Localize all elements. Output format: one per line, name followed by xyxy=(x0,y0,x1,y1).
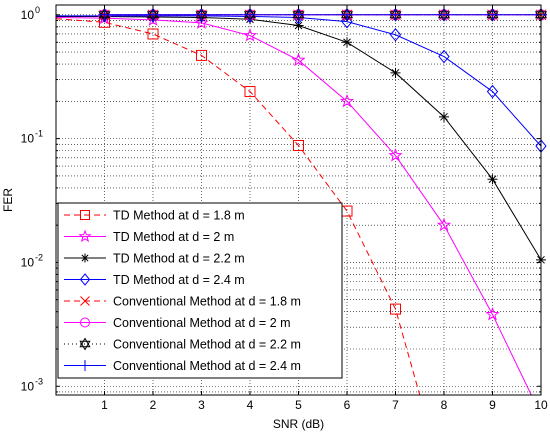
series-line-1 xyxy=(55,18,421,396)
legend-marker-8 xyxy=(79,360,91,371)
legend-label-4: TD Method at d = 2.4 m xyxy=(113,273,245,287)
marker-plus xyxy=(244,8,256,21)
marker-diamond xyxy=(79,273,91,286)
marker-star xyxy=(485,307,500,321)
marker-plus xyxy=(389,8,402,21)
marker-hexagram xyxy=(79,340,91,351)
marker-asterisk xyxy=(487,174,498,185)
legend-label-3: TD Method at d = 2.2 m xyxy=(113,252,245,266)
legend-marker-3 xyxy=(80,253,90,263)
marker-x xyxy=(80,296,90,306)
marker-square xyxy=(390,303,401,315)
marker-star xyxy=(339,93,355,108)
marker-star xyxy=(388,148,403,162)
marker-star xyxy=(242,28,258,42)
x-tick-label: 1 xyxy=(101,398,108,412)
marker-plus xyxy=(79,360,91,371)
y-tick-label-exponent: -1 xyxy=(35,129,43,139)
marker-star xyxy=(78,229,92,243)
y-tick-label: 10 xyxy=(21,379,35,393)
series-line-2 xyxy=(55,17,532,396)
marker-asterisk xyxy=(80,253,90,263)
marker-asterisk xyxy=(390,67,401,78)
marker-star xyxy=(436,217,452,232)
legend-label-5: Conventional Method at d = 1.8 m xyxy=(113,295,301,309)
legend-label-6: Conventional Method at d = 2 m xyxy=(113,316,291,330)
marker-plus xyxy=(292,8,305,21)
legend-marker-6 xyxy=(80,317,90,328)
marker-square xyxy=(80,210,90,220)
marker-plus xyxy=(98,8,111,21)
marker-diamond xyxy=(438,49,450,64)
legend-label-7: Conventional Method at d = 2.2 m xyxy=(113,338,301,352)
marker-diamond xyxy=(486,84,499,99)
marker-plus xyxy=(195,8,208,21)
x-tick-label: 9 xyxy=(489,398,496,412)
legend-label-8: Conventional Method at d = 2.4 m xyxy=(113,359,301,373)
marker-square xyxy=(196,49,207,61)
marker-square xyxy=(293,139,304,151)
x-tick-label: 8 xyxy=(441,398,448,412)
x-axis-label: SNR (dB) xyxy=(273,417,324,431)
marker-star xyxy=(194,15,209,29)
x-tick-labels: 1 2 3 4 5 6 7 8 9 10 xyxy=(101,398,548,412)
x-tick-label: 10 xyxy=(534,398,548,412)
axis-ticks xyxy=(56,5,542,395)
x-tick-label: 3 xyxy=(198,398,205,412)
x-tick-label: 7 xyxy=(392,398,399,412)
y-axis-label: FER xyxy=(1,188,15,212)
legend-label-2: TD Method at d = 2 m xyxy=(113,230,234,244)
marker-asterisk xyxy=(439,111,449,122)
legend-box xyxy=(57,202,343,379)
x-tick-label: 6 xyxy=(344,398,351,412)
y-tick-label: 10 xyxy=(21,255,35,269)
legend-marker-1 xyxy=(80,210,90,220)
x-tick-label: 4 xyxy=(247,398,254,412)
marker-circle xyxy=(80,317,90,328)
y-tick-label-exponent: 0 xyxy=(35,5,40,15)
marker-hexagram xyxy=(79,337,91,348)
y-tick-label-exponent: -3 xyxy=(35,376,43,386)
y-tick-label: 10 xyxy=(21,132,35,146)
marker-plus xyxy=(341,8,353,21)
marker-asterisk xyxy=(293,20,304,31)
x-tick-label: 5 xyxy=(295,398,302,412)
marker-diamond xyxy=(341,14,353,29)
marker-square xyxy=(244,86,256,98)
marker-diamond xyxy=(389,27,402,42)
legend-marker-2 xyxy=(78,229,92,243)
marker-plus xyxy=(147,8,159,21)
marker-square xyxy=(147,28,159,40)
marker-plus xyxy=(486,8,499,21)
legend-label-1: TD Method at d = 1.8 m xyxy=(113,209,245,223)
series-markers xyxy=(97,7,548,321)
legend-marker-7 xyxy=(79,337,91,351)
y-tick-label: 10 xyxy=(21,8,35,22)
x-tick-label: 2 xyxy=(150,398,157,412)
marker-asterisk xyxy=(342,37,352,48)
marker-plus xyxy=(438,8,450,21)
legend-marker-4 xyxy=(79,273,91,286)
y-tick-label-exponent: -2 xyxy=(35,252,43,262)
legend-marker-5 xyxy=(80,296,90,306)
legend: TD Method at d = 1.8 m TD Method at d = 2… xyxy=(57,202,343,379)
marker-star xyxy=(291,52,306,67)
